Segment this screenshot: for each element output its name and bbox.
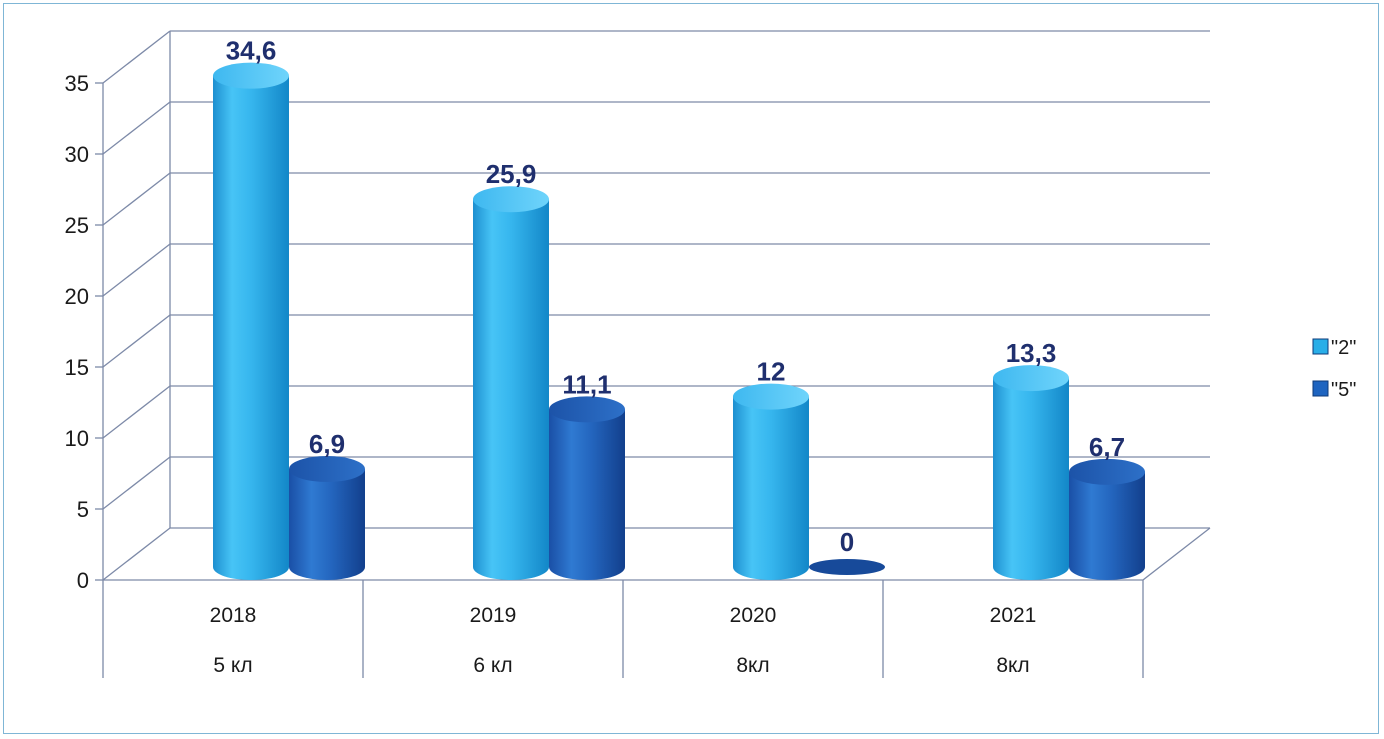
legend: "2" "5" xyxy=(1312,337,1356,401)
y-tick-label: 15 xyxy=(65,355,89,380)
y-tick-label: 25 xyxy=(65,213,89,238)
data-label: 6,9 xyxy=(309,429,345,459)
side-gridline xyxy=(102,172,171,226)
data-label: 11,1 xyxy=(562,369,611,399)
y-axis: 0 5 10 15 20 25 30 35 xyxy=(65,71,104,593)
y-tick-label: 35 xyxy=(65,71,89,96)
data-label: 12 xyxy=(757,357,786,387)
bar-top xyxy=(289,456,365,483)
bar-1-2019: 25,9 xyxy=(473,159,549,580)
bar-top xyxy=(1069,458,1145,485)
legend-swatch xyxy=(1312,338,1329,355)
side-gridline xyxy=(102,314,171,368)
y-tick-label: 20 xyxy=(65,284,89,309)
bar-top xyxy=(473,186,549,213)
bar-2-2018: 6,9 xyxy=(289,429,365,580)
bar-2-2020: 0 xyxy=(809,527,885,575)
bar-top xyxy=(809,559,885,575)
bar-1-2020: 12 xyxy=(733,357,809,580)
legend-label: "2" xyxy=(1331,337,1356,359)
side-gridline xyxy=(102,385,171,439)
x-subcategory-label: 8кл xyxy=(996,654,1029,677)
x-tick-label: 2019 xyxy=(470,604,517,627)
y-tick-label: 5 xyxy=(77,497,89,522)
bars: 34,6 6,9 25,9 11,1 12 0 13,3 6,7 xyxy=(213,36,1145,581)
side-gridline xyxy=(102,243,171,297)
bar-body xyxy=(993,378,1069,580)
x-subcategory-label: 6 кл xyxy=(473,654,512,677)
bar-2-2019: 11,1 xyxy=(549,369,625,580)
bar-body xyxy=(213,75,289,581)
bar-body xyxy=(733,396,809,580)
bar-body xyxy=(473,199,549,580)
bar-1-2018: 34,6 xyxy=(213,36,289,581)
x-tick-label: 2020 xyxy=(730,604,777,627)
bar-top xyxy=(993,365,1069,392)
x-subcategory-label: 5 кл xyxy=(213,654,252,677)
y-tick-label: 0 xyxy=(77,568,89,593)
side-gridline xyxy=(102,527,171,581)
y-tick-label: 10 xyxy=(65,426,89,451)
x-axis: 2018 5 кл 2019 6 кл 2020 8кл 2021 8кл xyxy=(102,580,1144,678)
bar-top xyxy=(549,396,625,423)
bar-body xyxy=(1069,471,1145,580)
legend-label: "5" xyxy=(1331,379,1356,401)
side-gridline xyxy=(102,30,171,84)
bar-1-2021: 13,3 xyxy=(993,338,1069,580)
legend-swatch xyxy=(1312,380,1329,397)
side-gridline xyxy=(102,456,171,510)
y-tick-label: 30 xyxy=(65,142,89,167)
data-label: 13,3 xyxy=(1006,338,1057,368)
data-label: 25,9 xyxy=(486,159,537,189)
bar-top xyxy=(733,383,809,410)
bar-2-2021: 6,7 xyxy=(1069,432,1145,580)
bar-body xyxy=(549,409,625,580)
chart-frame xyxy=(3,3,1379,734)
data-label: 6,7 xyxy=(1089,432,1125,462)
x-tick-label: 2018 xyxy=(210,604,257,627)
x-subcategory-label: 8кл xyxy=(736,654,769,677)
bar-top xyxy=(213,62,289,89)
data-label: 0 xyxy=(840,527,854,557)
side-gridline xyxy=(102,101,171,155)
data-label: 34,6 xyxy=(226,36,277,66)
x-tick-label: 2021 xyxy=(990,604,1037,627)
bar-body xyxy=(289,469,365,580)
